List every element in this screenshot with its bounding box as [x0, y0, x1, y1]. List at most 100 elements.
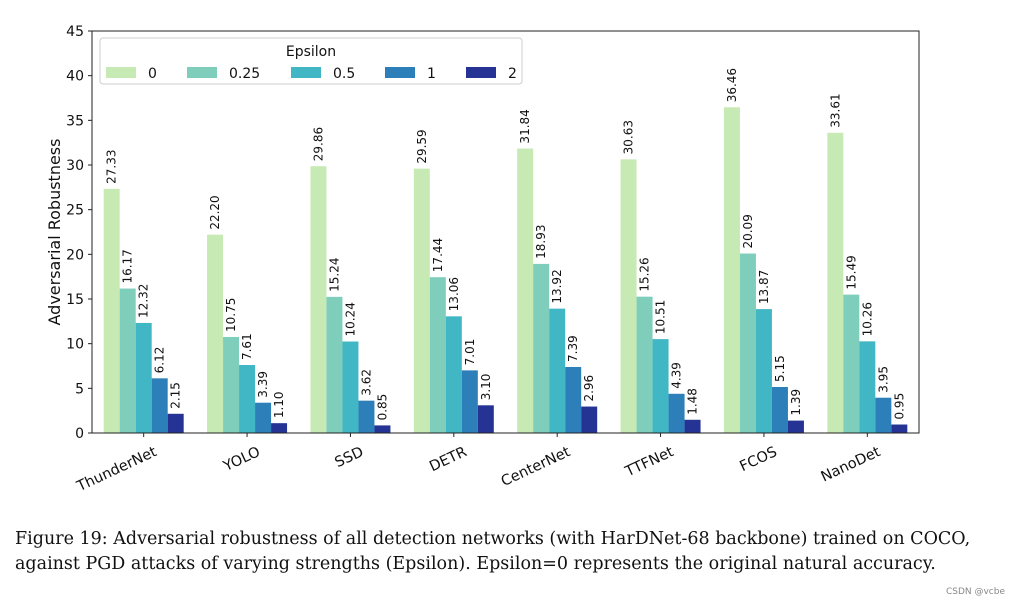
data-label: 22.20: [208, 195, 222, 229]
bar: [787, 420, 804, 433]
data-label: 0.95: [892, 393, 906, 420]
data-label: 36.46: [725, 68, 739, 102]
x-tick-label: DETR: [427, 444, 469, 475]
bar: [151, 378, 168, 433]
bar: [875, 397, 892, 433]
bar: [342, 341, 359, 433]
bar: [477, 405, 494, 433]
data-label: 7.01: [463, 339, 477, 366]
data-label: 15.26: [638, 257, 652, 291]
bar: [739, 253, 756, 433]
x-tick-label: FCOS: [737, 444, 779, 475]
data-label: 4.39: [670, 362, 684, 389]
bar: [255, 402, 272, 433]
legend-swatch: [187, 67, 217, 78]
data-label: 3.62: [359, 369, 373, 396]
data-label: 10.24: [343, 302, 357, 336]
legend-swatch: [385, 67, 415, 78]
legend-swatch: [291, 67, 321, 78]
bar: [684, 419, 701, 433]
y-tick-label: 20: [66, 247, 84, 263]
bar: [565, 366, 582, 433]
x-tick-label: CenterNet: [499, 444, 573, 490]
x-tick-label: SSD: [333, 444, 367, 471]
y-tick-label: 30: [66, 158, 84, 174]
figure-caption: Figure 19: Adversarial robustness of all…: [15, 529, 971, 574]
bar: [374, 425, 391, 433]
data-label: 18.93: [534, 225, 548, 259]
y-tick-label: 10: [66, 337, 84, 353]
data-label: 15.49: [844, 255, 858, 289]
data-label: 5.15: [773, 355, 787, 382]
data-label: 6.12: [153, 347, 167, 374]
data-label: 1.10: [272, 391, 286, 418]
x-tick-label: NanoDet: [819, 444, 884, 485]
legend-swatch: [106, 67, 136, 78]
bar: [668, 393, 685, 433]
plot-frame: [91, 30, 920, 434]
data-label: 31.84: [518, 109, 532, 143]
watermark: CSDN @vcbe: [945, 587, 1005, 597]
bar: [843, 294, 860, 433]
data-label: 2.96: [582, 375, 596, 402]
bar: [326, 296, 343, 433]
data-label: 3.10: [479, 374, 493, 401]
data-label: 10.26: [860, 302, 874, 336]
bar: [119, 288, 136, 433]
legend-swatch: [466, 67, 496, 78]
y-tick-label: 15: [66, 292, 84, 308]
bar: [636, 296, 653, 433]
legend-label: 0: [148, 66, 157, 82]
data-label: 2.15: [169, 382, 183, 409]
x-tick-label: YOLO: [220, 444, 263, 475]
y-axis-label: Adversarial Robustness: [45, 139, 64, 326]
bar: [358, 400, 375, 433]
legend-label: 1: [427, 66, 436, 82]
bar: [239, 365, 256, 433]
bar: [517, 148, 534, 433]
data-label: 20.09: [741, 214, 755, 248]
data-label: 16.17: [121, 249, 135, 283]
y-tick-label: 40: [66, 69, 84, 85]
bar: [891, 424, 908, 433]
bar: [652, 339, 669, 433]
data-label: 1.48: [686, 388, 700, 415]
y-tick-label: 25: [66, 203, 84, 219]
data-label: 13.92: [550, 269, 564, 303]
bar: [271, 423, 288, 433]
data-label: 17.44: [431, 238, 445, 272]
data-label: 7.39: [566, 335, 580, 362]
bar: [413, 168, 430, 434]
x-tick-label: TTFNet: [622, 444, 676, 481]
bar: [827, 132, 844, 433]
y-tick-label: 0: [75, 426, 84, 442]
bar-chart: 27.3316.1712.326.122.15ThunderNet22.2010…: [45, 24, 920, 495]
legend-label: 2: [508, 66, 517, 82]
y-tick-label: 5: [75, 381, 84, 397]
bar: [723, 107, 740, 434]
bar: [755, 309, 772, 433]
bar: [135, 322, 152, 433]
x-tick-label: ThunderNet: [74, 444, 160, 495]
data-label: 10.51: [654, 300, 668, 334]
data-label: 13.06: [447, 277, 461, 311]
legend-title: Epsilon: [286, 44, 336, 60]
data-label: 0.85: [375, 394, 389, 421]
data-label: 27.33: [105, 149, 119, 183]
data-label: 33.61: [828, 93, 842, 127]
data-label: 10.75: [224, 298, 238, 332]
bar: [461, 370, 478, 433]
y-tick-label: 45: [66, 24, 84, 40]
data-label: 12.32: [137, 284, 151, 318]
bar: [429, 277, 446, 433]
bar: [549, 308, 566, 433]
legend-label: 0.5: [333, 66, 355, 82]
data-label: 29.86: [311, 127, 325, 161]
bar: [207, 234, 224, 433]
bar: [167, 413, 184, 433]
bar: [533, 263, 550, 433]
bar: [859, 341, 876, 433]
data-label: 7.61: [240, 333, 254, 360]
y-tick-label: 35: [66, 113, 84, 129]
legend-label: 0.25: [229, 66, 260, 82]
